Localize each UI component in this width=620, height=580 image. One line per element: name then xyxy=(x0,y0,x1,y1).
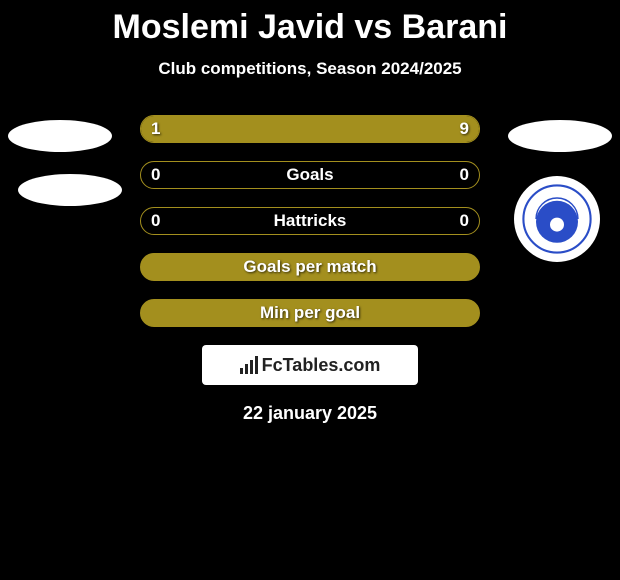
bars-icon xyxy=(240,356,258,374)
footer-brand-text: FcTables.com xyxy=(262,355,381,376)
stat-right-value: 9 xyxy=(460,119,469,139)
stat-label: Hattricks xyxy=(274,211,347,231)
stat-row: Goals per match xyxy=(140,253,480,281)
stat-row: 0 Goals 0 xyxy=(140,161,480,189)
footer-brand-badge: FcTables.com xyxy=(202,345,418,385)
stats-container: 1Matches9 0 Goals 0 0 Hattricks 0 Goals per mat… xyxy=(0,115,620,327)
stat-left-value: 1 xyxy=(151,119,160,139)
stat-row: Min per goal xyxy=(140,299,480,327)
stat-row: 0 Hattricks 0 xyxy=(140,207,480,235)
stat-left-value: 0 xyxy=(151,165,160,185)
stat-label: Goals per match xyxy=(243,257,376,277)
stat-left-value: 0 xyxy=(151,211,160,231)
stat-right-value: 0 xyxy=(460,211,469,231)
stat-right-value: 0 xyxy=(460,165,469,185)
stat-row: 1Matches9 xyxy=(140,115,480,143)
stat-label: Goals xyxy=(286,165,333,185)
subtitle: Club competitions, Season 2024/2025 xyxy=(0,59,620,79)
date-text: 22 january 2025 xyxy=(0,403,620,424)
stat-label: Min per goal xyxy=(260,303,360,323)
page-title: Moslemi Javid vs Barani xyxy=(0,0,620,47)
stat-fill-right xyxy=(175,116,479,142)
